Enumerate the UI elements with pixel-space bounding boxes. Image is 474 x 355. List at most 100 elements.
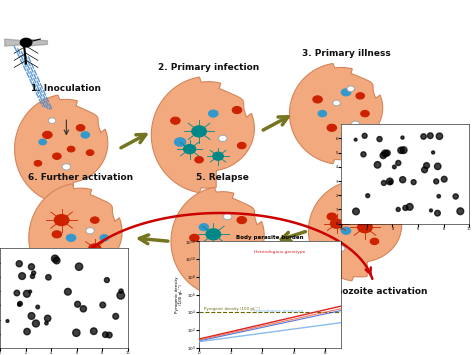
Text: Homologous genotype: Homologous genotype [255,310,304,313]
Point [429,149,437,155]
Circle shape [91,217,99,223]
Circle shape [209,110,218,117]
Point [387,180,394,185]
Polygon shape [29,184,122,292]
Point [452,193,459,199]
Point [27,313,35,319]
Circle shape [52,231,62,238]
Point [380,153,387,158]
Polygon shape [290,64,383,164]
Point [13,290,21,296]
Point [361,133,368,138]
Circle shape [341,89,351,96]
Circle shape [228,242,237,248]
Point [427,133,434,138]
Point [364,193,372,198]
Text: 3. Primary illness: 3. Primary illness [301,49,391,58]
Text: 2. Primary infection: 2. Primary infection [158,63,259,72]
Point [30,270,37,276]
Point [27,264,35,269]
Point [75,264,83,269]
Point [74,301,82,307]
Circle shape [370,238,379,245]
Text: Heterologous genotype: Heterologous genotype [255,250,306,254]
Circle shape [76,125,85,131]
Point [105,332,113,338]
Text: 6. Further activation: 6. Further activation [28,173,133,182]
Polygon shape [309,181,401,281]
Circle shape [223,213,232,220]
Point [117,293,125,298]
Point [112,313,119,319]
Polygon shape [171,187,264,295]
Point [436,133,443,139]
Y-axis label: Pyrogenic density
(100 gL⁻¹): Pyrogenic density (100 gL⁻¹) [175,276,183,313]
Point [432,179,440,184]
Point [401,205,409,211]
Polygon shape [26,39,47,46]
Point [394,207,402,212]
Point [23,291,31,297]
Circle shape [313,96,322,103]
Circle shape [379,213,389,220]
Circle shape [330,219,343,228]
Circle shape [199,224,209,231]
Circle shape [209,260,218,266]
Circle shape [55,215,69,225]
Point [73,330,80,335]
Text: Pyrogenic density (100 gL⁻¹): Pyrogenic density (100 gL⁻¹) [204,307,260,311]
Point [434,164,441,169]
Point [27,289,34,294]
Point [101,332,109,338]
Circle shape [333,100,340,106]
Point [4,318,11,324]
Point [394,160,402,166]
Circle shape [232,106,242,114]
Circle shape [213,263,223,270]
Circle shape [341,227,351,234]
Circle shape [67,146,75,152]
Circle shape [66,234,76,241]
Point [386,179,393,184]
Point [29,273,36,279]
Circle shape [213,152,223,160]
Circle shape [190,234,199,241]
Circle shape [171,117,180,124]
Point [374,162,381,168]
Point [427,208,435,213]
Point [352,137,359,142]
Point [400,147,408,153]
Circle shape [86,150,94,155]
Circle shape [34,160,42,166]
Point [18,273,26,279]
Circle shape [89,244,101,253]
Point [420,134,428,140]
Circle shape [361,110,369,117]
Point [80,306,87,312]
Circle shape [62,164,71,170]
Point [16,301,24,307]
Point [34,304,42,310]
Circle shape [192,126,206,137]
Text: 1. Inoculation: 1. Inoculation [31,84,101,93]
Point [399,135,406,141]
Circle shape [219,135,227,142]
Circle shape [237,142,246,149]
Point [399,177,407,182]
Point [23,329,31,334]
Polygon shape [15,95,108,203]
Circle shape [327,213,337,220]
Circle shape [214,249,222,255]
Polygon shape [151,77,255,193]
Circle shape [195,157,203,163]
Circle shape [318,110,327,117]
Circle shape [356,93,365,99]
Point [53,258,61,263]
Point [381,151,389,156]
Point [352,209,360,214]
Polygon shape [5,39,26,46]
Point [64,289,72,295]
Text: 5. Relapse: 5. Relapse [196,173,249,182]
Point [44,316,52,321]
Point [434,210,441,216]
